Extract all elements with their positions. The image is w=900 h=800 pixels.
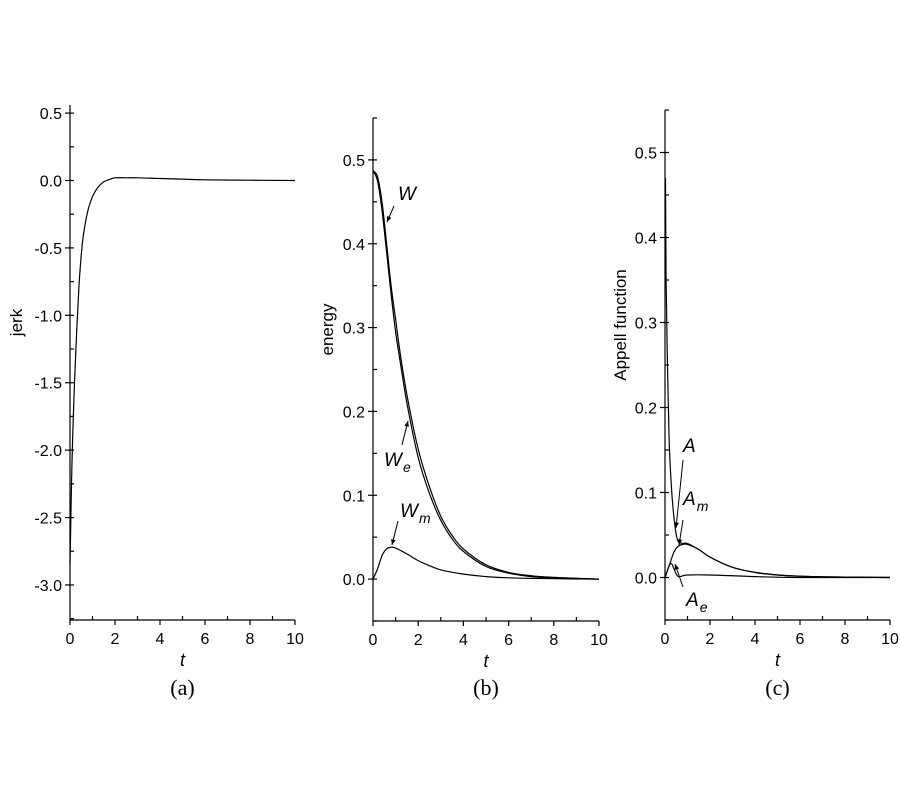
series-w-m-line xyxy=(372,546,600,580)
x-tick-label: 0 xyxy=(661,631,670,648)
y-tick-label: 0.4 xyxy=(635,231,657,248)
series-a-m-line xyxy=(664,543,891,579)
series-a-line xyxy=(664,177,891,579)
x-tick-label: 6 xyxy=(796,631,805,648)
arrowhead-icon xyxy=(674,564,680,570)
y-tick-label: 0.1 xyxy=(343,488,365,505)
y-tick-label: 0.0 xyxy=(635,571,657,588)
y-tick-label: 0.0 xyxy=(40,173,62,190)
y-tick-label: 0.2 xyxy=(635,401,657,418)
x-tick-label: 0 xyxy=(369,632,378,649)
x-tick-label: 10 xyxy=(881,631,899,648)
arrowhead-icon xyxy=(674,522,679,528)
y-tick-label: 0.0 xyxy=(343,572,365,589)
x-tick-label: 4 xyxy=(751,631,760,648)
panel-a-jerk-chart: 0.5 0.0 -0.5 -1.0 -1.5 -2.0 -2.5 -3.0 0 2 4 6 8 10 t je… xyxy=(7,105,304,700)
y-axis-label: jerk xyxy=(7,308,26,337)
annotation-arrow-icon xyxy=(675,459,684,529)
y-tick-label: 0.5 xyxy=(343,153,365,170)
annotation-w-e: We xyxy=(384,450,411,475)
series-w-e-line xyxy=(372,170,600,580)
arrowhead-icon xyxy=(391,539,396,545)
arrowhead-icon xyxy=(677,539,683,545)
panel-caption: (c) xyxy=(765,675,789,700)
y-tick-label: 0.4 xyxy=(343,237,365,254)
x-axis-label: t xyxy=(180,650,186,670)
y-tick-label: -3.0 xyxy=(34,578,62,595)
y-tick-label: 0.3 xyxy=(635,316,657,333)
x-tick-label: 2 xyxy=(111,631,120,648)
x-tick-label: 8 xyxy=(841,631,850,648)
panel-caption: (a) xyxy=(170,675,194,700)
y-tick-label: 0.3 xyxy=(343,321,365,338)
y-tick-label: -1.0 xyxy=(34,308,62,325)
annotation-a-e: Ae xyxy=(685,590,708,615)
x-axis-label: t xyxy=(483,651,489,671)
y-tick-label: 0.5 xyxy=(40,106,62,123)
arrowhead-icon xyxy=(387,216,392,222)
y-tick-label: 0.2 xyxy=(343,404,365,421)
panel-caption: (b) xyxy=(473,675,499,700)
y-axis-label: Appell function xyxy=(611,269,630,381)
series-jerk-line xyxy=(69,177,296,565)
panel-c-appell-chart: 0.5 0.4 0.3 0.2 0.1 0.0 0 2 4 6 8 10 t Appell functio… xyxy=(611,109,899,700)
panel-b-energy-chart: 0.5 0.4 0.3 0.2 0.1 0.0 0 2 4 6 8 10 t energy (b) W We Wm xyxy=(318,117,608,700)
x-tick-label: 8 xyxy=(549,632,558,649)
y-tick-label: 0.1 xyxy=(635,486,657,503)
y-tick-label: -2.0 xyxy=(34,443,62,460)
series-w-line xyxy=(372,170,600,580)
arrowhead-icon xyxy=(404,421,409,427)
x-tick-label: 2 xyxy=(706,631,715,648)
x-axis-label: t xyxy=(775,650,781,670)
annotation-a-m: Am xyxy=(682,489,709,514)
y-tick-label: 0.5 xyxy=(635,146,657,163)
x-tick-label: 6 xyxy=(504,632,513,649)
annotation-w-m: Wm xyxy=(400,501,431,526)
x-tick-label: 2 xyxy=(414,632,423,649)
annotation-a: A xyxy=(682,436,696,457)
y-axis-label: energy xyxy=(318,303,337,355)
annotation-w: W xyxy=(398,184,418,205)
x-tick-label: 0 xyxy=(66,631,75,648)
y-tick-label: -0.5 xyxy=(34,241,62,258)
x-tick-label: 10 xyxy=(590,632,608,649)
y-tick-label: -1.5 xyxy=(34,376,62,393)
x-tick-label: 4 xyxy=(459,632,468,649)
series-a-e-line xyxy=(664,562,891,579)
x-tick-label: 4 xyxy=(156,631,165,648)
x-tick-label: 10 xyxy=(286,631,304,648)
x-tick-label: 8 xyxy=(246,631,255,648)
x-tick-label: 6 xyxy=(201,631,210,648)
y-tick-label: -2.5 xyxy=(34,511,62,528)
